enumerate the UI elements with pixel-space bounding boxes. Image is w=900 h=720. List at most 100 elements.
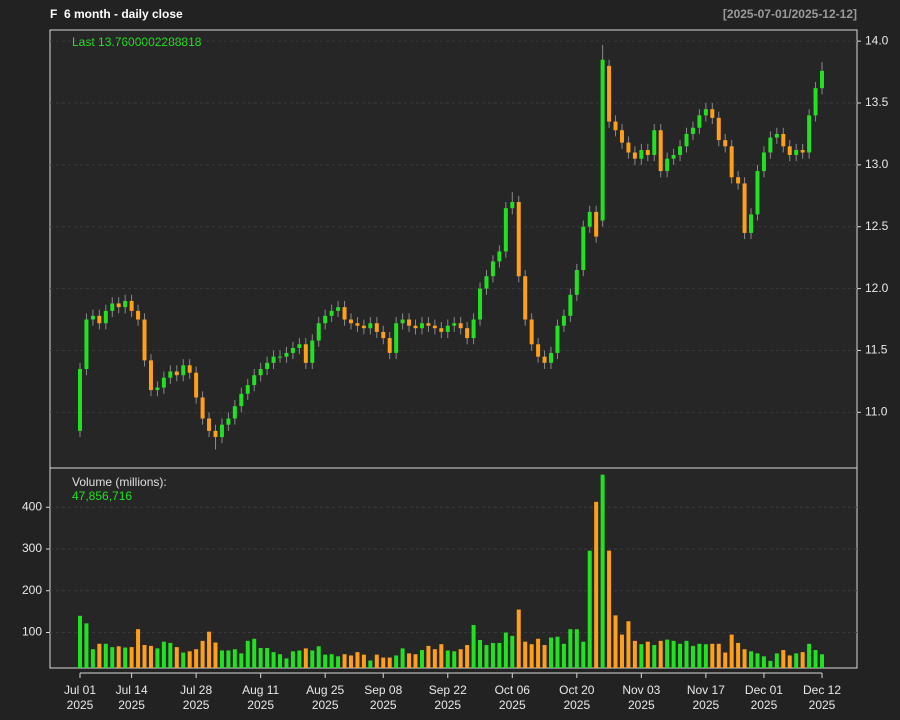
x-tick-label: Oct 06 2025 bbox=[494, 683, 530, 712]
candle-body bbox=[432, 325, 437, 329]
candle-body bbox=[555, 325, 560, 353]
candle-body bbox=[671, 154, 676, 159]
volume-bar bbox=[284, 658, 289, 668]
x-tick-label: Aug 11 2025 bbox=[242, 683, 280, 712]
volume-bar bbox=[116, 646, 121, 668]
candle-body bbox=[619, 130, 624, 143]
volume-bar bbox=[561, 643, 566, 668]
candle-body bbox=[807, 115, 812, 153]
candle-body bbox=[542, 356, 547, 363]
volume-bar bbox=[239, 653, 244, 668]
volume-bar bbox=[297, 650, 302, 668]
volume-bar bbox=[316, 646, 321, 668]
volume-bar bbox=[703, 644, 708, 668]
y-tick-label: 100 bbox=[22, 625, 42, 639]
candle-body bbox=[348, 319, 353, 324]
candle-body bbox=[381, 331, 386, 339]
volume-bar bbox=[419, 650, 424, 668]
volume-bar bbox=[187, 651, 192, 668]
candle-body bbox=[510, 201, 515, 209]
candle-body bbox=[297, 344, 302, 348]
volume-bar bbox=[516, 609, 521, 668]
candle-body bbox=[800, 150, 805, 153]
x-tick-label: Dec 01 2025 bbox=[744, 683, 783, 712]
volume-bar bbox=[374, 654, 379, 668]
candle-body bbox=[820, 70, 824, 89]
candle-body bbox=[407, 319, 412, 326]
x-tick-label: Nov 03 2025 bbox=[622, 683, 661, 712]
volume-bar bbox=[600, 474, 605, 668]
volume-bar bbox=[226, 650, 231, 668]
candle-body bbox=[207, 418, 212, 431]
candle-body bbox=[303, 344, 308, 363]
volume-bar bbox=[155, 648, 160, 668]
candle-body bbox=[336, 307, 341, 311]
candle-body bbox=[123, 300, 128, 308]
x-tick-label: Oct 20 2025 bbox=[559, 683, 595, 712]
candle-body bbox=[97, 315, 102, 324]
candle-body bbox=[690, 127, 695, 134]
y-tick-label: 11.5 bbox=[865, 343, 888, 357]
volume-bar bbox=[445, 650, 450, 668]
volume-bar bbox=[665, 639, 670, 668]
candle-body bbox=[536, 344, 541, 357]
candle-body bbox=[142, 319, 147, 361]
x-tick-label: Dec 12 2025 bbox=[802, 683, 842, 712]
volume-bar bbox=[387, 657, 392, 668]
candle-body bbox=[219, 424, 224, 438]
y-tick-label: 13.5 bbox=[865, 95, 889, 109]
volume-bar bbox=[245, 640, 250, 668]
candle-body bbox=[697, 115, 702, 128]
candle-body bbox=[200, 397, 205, 419]
volume-bar bbox=[310, 650, 315, 668]
volume-bar bbox=[265, 647, 270, 668]
candle-body bbox=[419, 323, 424, 329]
volume-bar bbox=[361, 654, 366, 668]
volume-bar bbox=[639, 644, 644, 668]
candle-body bbox=[452, 323, 457, 326]
x-tick-label: Aug 25 2025 bbox=[306, 683, 345, 712]
volume-bar bbox=[123, 647, 128, 668]
volume-bar bbox=[549, 637, 554, 668]
volume-bar bbox=[142, 645, 147, 668]
y-tick-label: 11.0 bbox=[865, 404, 888, 418]
candle-body bbox=[742, 183, 747, 233]
candle-body bbox=[445, 325, 450, 332]
candle-body bbox=[116, 303, 121, 308]
volume-bar bbox=[632, 640, 637, 668]
candle-body bbox=[723, 140, 728, 147]
volume-bar bbox=[465, 645, 470, 668]
x-tick-label: Sep 22 2025 bbox=[428, 683, 467, 712]
volume-bar bbox=[761, 656, 766, 668]
candle-body bbox=[749, 214, 754, 233]
candle-body bbox=[232, 406, 237, 419]
volume-bar bbox=[394, 655, 399, 668]
candle-body bbox=[355, 323, 360, 326]
volume-bar bbox=[794, 653, 799, 668]
volume-bar bbox=[755, 653, 760, 668]
candle-body bbox=[645, 150, 650, 155]
volume-bar bbox=[581, 641, 586, 668]
candle-body bbox=[665, 158, 670, 172]
candle-body bbox=[523, 276, 528, 320]
volume-bar bbox=[594, 501, 599, 668]
candle-body bbox=[581, 226, 586, 271]
candle-body bbox=[361, 325, 366, 329]
candle-body bbox=[458, 323, 463, 329]
candle-body bbox=[110, 303, 115, 311]
chart-title: F 6 month - daily close bbox=[50, 7, 183, 21]
candle-body bbox=[239, 393, 244, 407]
candle-body bbox=[368, 323, 373, 329]
volume-bar bbox=[503, 632, 508, 668]
volume-bar bbox=[587, 550, 592, 668]
volume-bar bbox=[207, 631, 212, 668]
volume-bar bbox=[452, 651, 457, 668]
candle-body bbox=[658, 130, 663, 172]
candle-body bbox=[439, 328, 444, 332]
volume-bar bbox=[432, 649, 437, 668]
volume-bar bbox=[381, 657, 386, 668]
x-tick-label: Sep 08 2025 bbox=[364, 683, 403, 712]
candle-body bbox=[703, 109, 708, 116]
volume-bar bbox=[426, 645, 431, 668]
